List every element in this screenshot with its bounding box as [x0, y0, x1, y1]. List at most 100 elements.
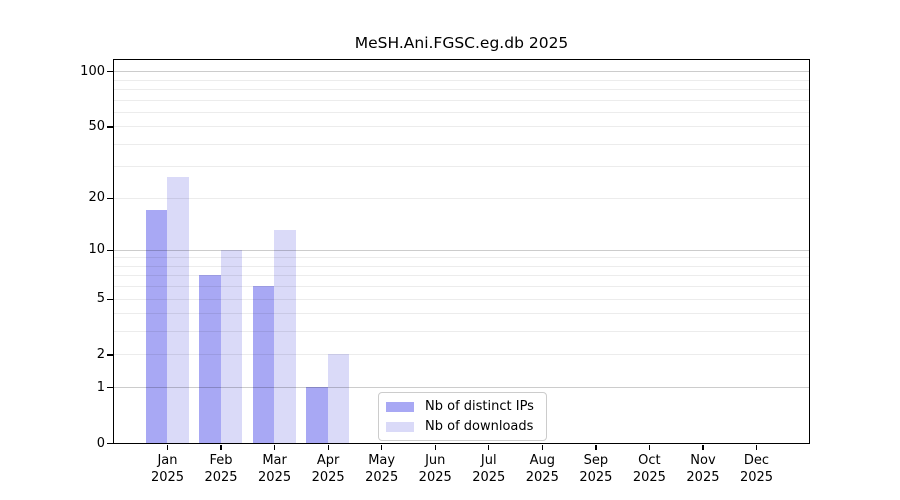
bar-ips-jan [145, 210, 167, 443]
ytick-label-2: 2 [96, 346, 105, 362]
xtick-label-oct: Oct 2025 [614, 452, 684, 486]
grid-minor-8 [114, 266, 809, 267]
ytick-mark-2 [107, 354, 113, 356]
xtick-label-nov: Nov 2025 [668, 452, 738, 486]
xtick-label-jun: Jun 2025 [400, 452, 470, 486]
xtick-year-nov: 2025 [686, 470, 720, 485]
xtick-year-sep: 2025 [579, 470, 613, 485]
ytick-mark-50 [107, 126, 113, 128]
legend-item-distinct-ips: Nb of distinct IPs [386, 398, 534, 415]
xtick-mark-jan [166, 445, 169, 450]
bar-downloads-apr [327, 354, 350, 443]
xtick-label-feb: Feb 2025 [186, 452, 256, 486]
xtick-year-oct: 2025 [632, 470, 666, 485]
xtick-year-mar: 2025 [258, 470, 292, 485]
xtick-label-jul: Jul 2025 [454, 452, 524, 486]
bar-ips-feb [199, 275, 221, 443]
ytick-mark-5 [107, 298, 113, 300]
xtick-month-nov: Nov [690, 453, 716, 468]
xtick-label-may: May 2025 [347, 452, 417, 486]
grid-minor-80 [114, 89, 809, 90]
xtick-label-dec: Dec 2025 [722, 452, 792, 486]
xtick-mark-aug [541, 445, 543, 450]
bar-downloads-mar [274, 230, 296, 443]
xtick-month-aug: Aug [529, 453, 555, 468]
legend-label-distinct-ips: Nb of distinct IPs [425, 399, 534, 414]
xtick-mark-nov [702, 445, 704, 450]
plot-area: Nb of distinct IPs Nb of downloads [113, 59, 810, 444]
xtick-year-may: 2025 [365, 470, 399, 485]
grid-minor-30 [114, 166, 809, 167]
xtick-month-sep: Sep [583, 453, 609, 468]
ytick-label-20: 20 [88, 190, 105, 206]
grid-major-1 [114, 387, 809, 388]
xtick-label-mar: Mar 2025 [240, 452, 310, 486]
grid-minor-2 [114, 354, 809, 355]
xtick-month-jan: Jan [157, 453, 178, 468]
grid-minor-9 [114, 257, 809, 258]
xtick-month-oct: Oct [638, 453, 661, 468]
grid-minor-40 [114, 144, 809, 145]
grid-minor-5 [114, 299, 809, 300]
xtick-label-apr: Apr 2025 [293, 452, 363, 486]
xtick-mark-jun [434, 445, 436, 450]
legend-swatch-downloads [386, 421, 414, 432]
xtick-year-dec: 2025 [739, 470, 774, 485]
ytick-mark-10 [107, 249, 113, 252]
xtick-year-apr: 2025 [311, 470, 345, 485]
xtick-year-jul: 2025 [472, 470, 506, 485]
ytick-mark-20 [107, 197, 113, 199]
xtick-mark-jul [488, 445, 490, 450]
ytick-label-1: 1 [96, 379, 105, 395]
xtick-month-mar: Mar [262, 453, 287, 468]
bar-ips-apr [306, 387, 328, 443]
xtick-mark-sep [595, 445, 597, 450]
legend-item-downloads: Nb of downloads [386, 418, 534, 435]
grid-minor-60 [114, 112, 809, 113]
grid-minor-6 [114, 286, 809, 287]
ytick-label-10: 10 [88, 242, 105, 258]
grid-minor-20 [114, 198, 809, 199]
xtick-year-jun: 2025 [418, 470, 452, 485]
grid-minor-7 [114, 275, 809, 276]
chart-title: MeSH.Ani.FGSC.eg.db 2025 [354, 34, 569, 52]
grid-minor-4 [114, 313, 809, 314]
grid-major-100 [114, 71, 809, 72]
xtick-month-jun: Jun [425, 453, 446, 468]
ytick-mark-1 [107, 387, 113, 389]
xtick-year-jan: 2025 [150, 470, 185, 485]
ytick-label-50: 50 [88, 118, 105, 134]
ytick-mark-0 [107, 443, 113, 445]
grid-minor-70 [114, 100, 809, 101]
xtick-year-aug: 2025 [525, 470, 559, 485]
xtick-mark-dec [755, 445, 758, 450]
ytick-label-5: 5 [96, 291, 105, 307]
bar-downloads-feb [220, 249, 243, 443]
xtick-label-aug: Aug 2025 [507, 452, 577, 486]
grid-major-10 [114, 250, 809, 251]
ytick-label-100: 100 [80, 63, 105, 79]
xtick-month-dec: Dec [743, 453, 770, 468]
xtick-month-apr: Apr [316, 453, 340, 468]
bar-downloads-jan [167, 177, 189, 443]
legend-label-downloads: Nb of downloads [425, 419, 534, 434]
xtick-month-may: May [368, 453, 396, 468]
xtick-year-feb: 2025 [204, 470, 238, 485]
xtick-mark-apr [327, 445, 329, 450]
xtick-mark-mar [273, 445, 276, 450]
xtick-mark-feb [220, 445, 222, 450]
xtick-mark-may [381, 445, 383, 450]
ytick-mark-100 [107, 71, 113, 73]
grid-minor-3 [114, 331, 809, 332]
grid-minor-50 [114, 126, 809, 127]
xtick-month-feb: Feb [209, 453, 233, 468]
xtick-label-sep: Sep 2025 [561, 452, 631, 486]
legend-swatch-distinct-ips [386, 401, 414, 412]
bar-ips-mar [252, 286, 275, 443]
xtick-label-jan: Jan 2025 [133, 452, 203, 486]
ytick-label-0: 0 [96, 435, 105, 451]
legend: Nb of distinct IPs Nb of downloads [378, 392, 547, 441]
xtick-mark-oct [648, 445, 651, 450]
grid-minor-90 [114, 80, 809, 81]
